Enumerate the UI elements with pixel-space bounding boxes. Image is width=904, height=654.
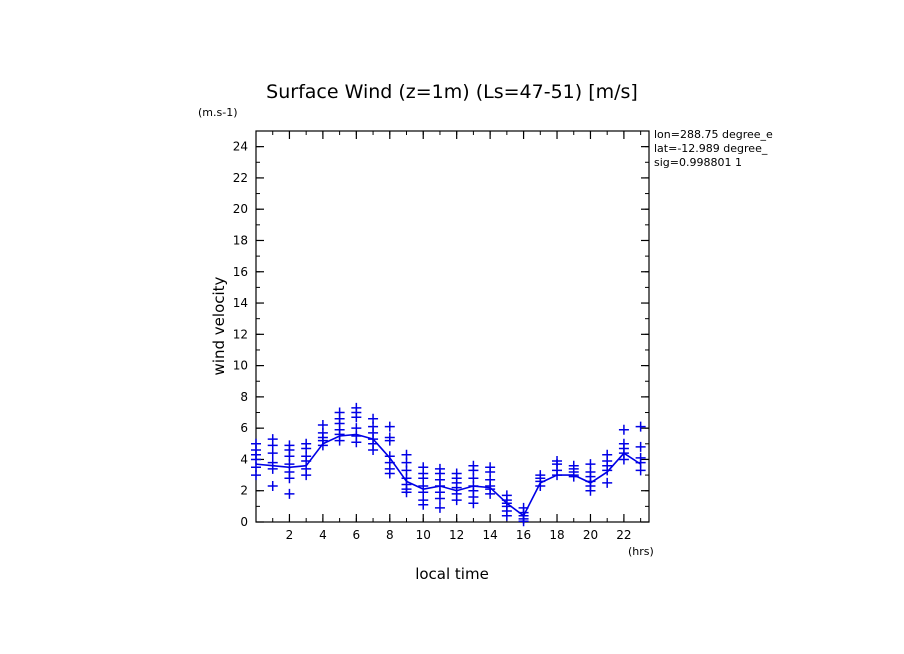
info-line-sig: sig=0.998801 1 — [654, 156, 742, 169]
wind-sample-point — [552, 470, 563, 481]
y-tick-label: 0 — [240, 515, 248, 529]
wind-sample-point — [618, 424, 629, 435]
y-tick-label: 18 — [233, 233, 248, 247]
x-axis-label: local time — [415, 565, 489, 583]
wind-sample-point — [418, 499, 429, 510]
scatter-group — [251, 402, 646, 527]
x-tick-label: 22 — [616, 528, 631, 542]
y-axis-label: wind velocity — [210, 276, 228, 375]
y-tick-label: 16 — [233, 265, 248, 279]
y-tick-label: 4 — [240, 452, 248, 466]
x-axis-ticks — [255, 131, 642, 522]
wind-sample-point — [451, 495, 462, 506]
wind-sample-point — [384, 421, 395, 432]
wind-sample-point — [401, 487, 412, 498]
wind-sample-point — [284, 488, 295, 499]
wind-sample-point — [635, 441, 646, 452]
wind-sample-point — [585, 485, 596, 496]
wind-sample-point — [351, 412, 362, 423]
wind-sample-point — [267, 448, 278, 459]
wind-sample-point — [384, 435, 395, 446]
y-tick-label: 2 — [240, 484, 248, 498]
wind-sample-point — [635, 465, 646, 476]
plot-frame — [255, 130, 650, 523]
wind-sample-point — [251, 470, 261, 481]
wind-sample-point — [267, 481, 278, 492]
y-axis-ticks — [256, 130, 649, 523]
x-tick-label: 12 — [449, 528, 464, 542]
info-text-group: lon=288.75 degree_e lat=-12.989 degree_ … — [654, 128, 773, 169]
y-tick-label: 8 — [240, 390, 248, 404]
wind-sample-point — [602, 465, 613, 476]
y-tick-label: 10 — [233, 359, 248, 373]
y-tick-label: 22 — [233, 171, 248, 185]
wind-sample-point — [602, 477, 613, 488]
x-tick-label: 6 — [353, 528, 361, 542]
wind-sample-point — [368, 445, 379, 456]
wind-sample-point — [485, 488, 496, 499]
x-unit-label: (hrs) — [628, 545, 654, 558]
wind-sample-point — [568, 471, 579, 482]
y-tick-label: 20 — [233, 202, 248, 216]
wind-sample-point — [501, 510, 512, 521]
x-tick-label: 20 — [583, 528, 598, 542]
wind-sample-point — [635, 421, 646, 432]
x-tick-label: 4 — [319, 528, 327, 542]
y-tick-label: 12 — [233, 327, 248, 341]
x-tick-label: 10 — [416, 528, 431, 542]
x-tick-label: 8 — [386, 528, 394, 542]
info-line-lat: lat=-12.989 degree_ — [654, 142, 768, 155]
wind-sample-point — [334, 435, 345, 446]
wind-sample-point — [434, 493, 445, 504]
x-tick-label: 18 — [549, 528, 564, 542]
y-unit-label: (m.s-1) — [198, 106, 238, 119]
y-tick-label: 14 — [233, 296, 248, 310]
info-line-lon: lon=288.75 degree_e — [654, 128, 773, 141]
wind-sample-point — [351, 437, 362, 448]
x-tick-label: 2 — [286, 528, 294, 542]
chart-title: Surface Wind (z=1m) (Ls=47-51) [m/s] — [266, 81, 638, 103]
wind-sample-point — [434, 502, 445, 513]
wind-sample-point — [535, 481, 546, 492]
wind-sample-point — [384, 468, 395, 479]
y-tick-label: 6 — [240, 421, 248, 435]
wind-sample-point — [468, 498, 479, 509]
x-axis-tick-labels: 2 4 6 8 10 12 14 16 18 20 22 — [286, 528, 632, 542]
x-tick-label: 14 — [482, 528, 497, 542]
wind-sample-point — [284, 473, 295, 484]
wind-sample-point — [618, 454, 629, 465]
wind-sample-point — [267, 463, 278, 474]
wind-sample-point — [518, 516, 529, 527]
wind-sample-point — [317, 440, 328, 451]
y-tick-label: 24 — [233, 140, 248, 154]
x-tick-label: 16 — [516, 528, 531, 542]
wind-sample-point — [301, 470, 312, 481]
